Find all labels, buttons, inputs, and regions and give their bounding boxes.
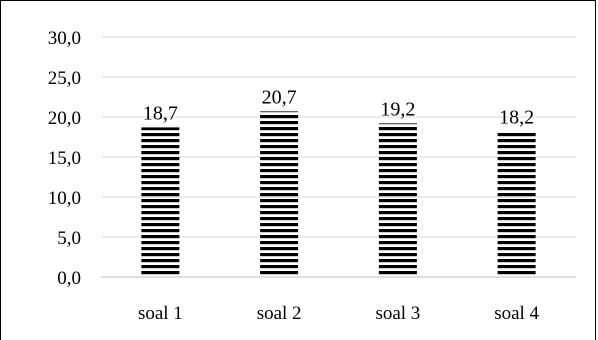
y-tick-label: 20,0 [48,108,81,129]
data-label: 19,2 [380,98,415,120]
y-axis-ticks: 0,0 5,0 10,0 15,0 20,0 25,0 30,0 [48,28,81,289]
x-axis-categories: soal 1 soal 2 soal 3 soal 4 [138,303,540,324]
data-label: 20,7 [262,86,297,108]
data-label: 18,2 [499,106,534,128]
bar-4 [497,131,536,277]
category-label: soal 1 [138,303,183,324]
category-label: soal 4 [494,303,539,324]
y-tick-label: 30,0 [48,28,81,49]
gridlines [101,36,576,278]
bar-3 [378,123,417,278]
y-tick-label: 25,0 [48,68,81,89]
y-tick-label: 15,0 [48,148,81,169]
bar-1 [141,127,180,278]
data-labels: 18,7 20,7 19,2 18,2 [143,86,534,128]
y-tick-label: 10,0 [48,188,81,209]
bars [141,111,536,278]
y-tick-label: 5,0 [57,228,81,249]
category-label: soal 3 [375,303,420,324]
data-label: 18,7 [143,102,178,124]
y-tick-label: 0,0 [57,268,81,289]
bar-2 [260,111,299,278]
category-label: soal 2 [257,303,302,324]
